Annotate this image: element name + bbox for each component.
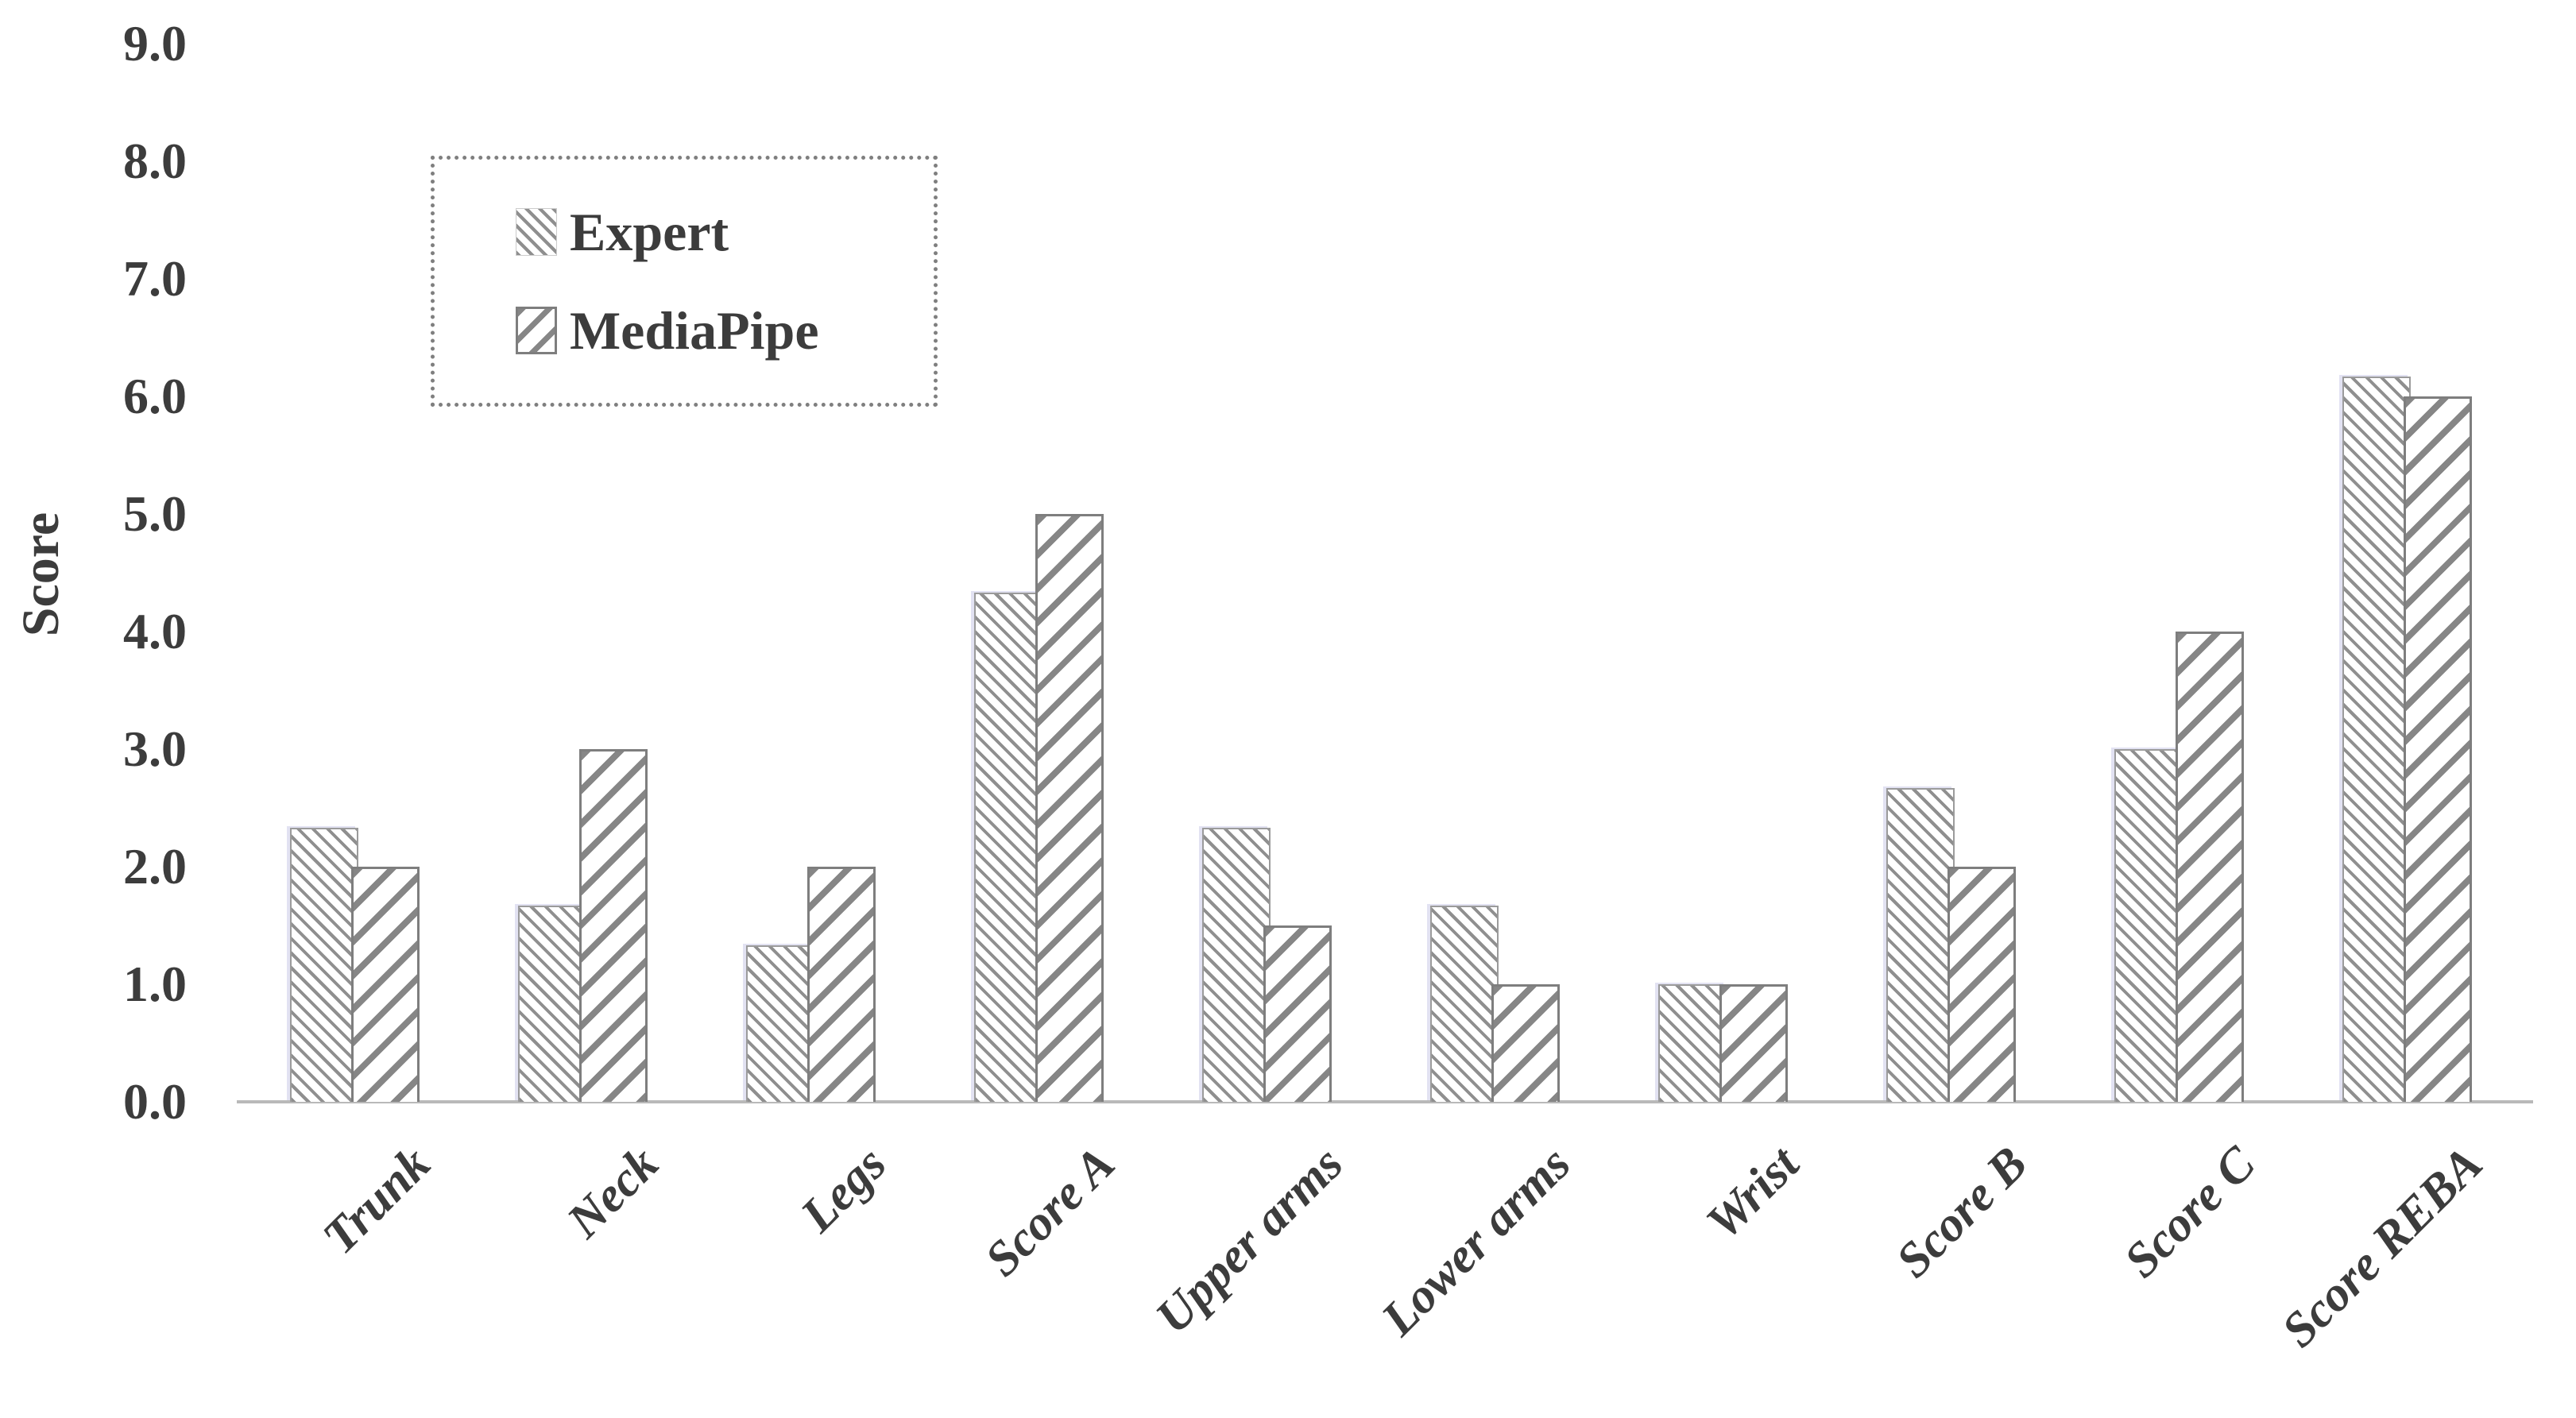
y-tick-label-6-0: 6.0 <box>123 368 187 424</box>
x-category-label-neck: Neck <box>557 1136 669 1249</box>
x-category-label-score-c: Score C <box>2114 1136 2265 1289</box>
bar-legs-mediapipe <box>807 867 876 1102</box>
bar-score-c-expert <box>2114 749 2183 1102</box>
bar-upper-arms-mediapipe <box>1263 925 1332 1102</box>
bar-lower-arms-mediapipe <box>1491 984 1560 1102</box>
bar-wrist-mediapipe <box>1719 984 1788 1102</box>
legend: Expert MediaPipe <box>431 156 938 407</box>
y-tick-label-2-0: 2.0 <box>123 838 187 894</box>
mediapipe-hatch-swatch-icon <box>516 307 557 355</box>
legend-item-mediapipe: MediaPipe <box>516 303 934 357</box>
y-tick-label-1-0: 1.0 <box>123 956 187 1012</box>
y-tick-label-5-0: 5.0 <box>123 485 187 542</box>
x-category-label-upper-arms: Upper arms <box>1145 1136 1353 1344</box>
x-category-label-lower-arms: Lower arms <box>1371 1136 1581 1347</box>
bar-neck-mediapipe <box>579 749 648 1102</box>
bar-neck-expert <box>518 905 586 1102</box>
x-category-label-wrist: Wrist <box>1696 1136 1809 1250</box>
bar-score-b-expert <box>1886 787 1955 1102</box>
bar-legs-expert <box>746 945 814 1102</box>
y-tick-label-3-0: 3.0 <box>123 721 187 777</box>
bar-wrist-expert <box>1658 984 1727 1102</box>
legend-label-mediapipe: MediaPipe <box>570 300 819 361</box>
bar-lower-arms-expert <box>1430 905 1499 1102</box>
y-tick-label-7-0: 7.0 <box>123 250 187 307</box>
bar-score-a-expert <box>974 593 1042 1102</box>
x-axis-line <box>237 1100 2533 1103</box>
bar-score-b-mediapipe <box>1947 867 2016 1102</box>
legend-item-expert: Expert <box>516 205 934 259</box>
bar-score-reba-mediapipe <box>2404 396 2472 1102</box>
x-category-label-score-reba: Score REBA <box>2272 1136 2493 1358</box>
x-category-label-legs: Legs <box>791 1136 897 1243</box>
x-category-label-score-b: Score B <box>1886 1136 2037 1289</box>
bar-trunk-mediapipe <box>351 867 420 1102</box>
bar-trunk-expert <box>290 828 358 1102</box>
expert-hatch-swatch-icon <box>516 207 557 256</box>
y-tick-label-0-0: 0.0 <box>123 1073 187 1130</box>
y-tick-label-4-0: 4.0 <box>123 603 187 659</box>
bar-score-reba-expert <box>2342 376 2411 1102</box>
x-category-label-score-a: Score A <box>974 1136 1125 1287</box>
y-tick-label-8-0: 8.0 <box>123 133 187 189</box>
legend-label-expert: Expert <box>570 201 729 262</box>
bar-score-c-mediapipe <box>2176 632 2244 1102</box>
bar-upper-arms-expert <box>1202 828 1271 1102</box>
y-tick-label-9-0: 9.0 <box>123 15 187 71</box>
x-category-label-trunk: Trunk <box>312 1136 441 1265</box>
bar-score-a-mediapipe <box>1035 514 1104 1102</box>
